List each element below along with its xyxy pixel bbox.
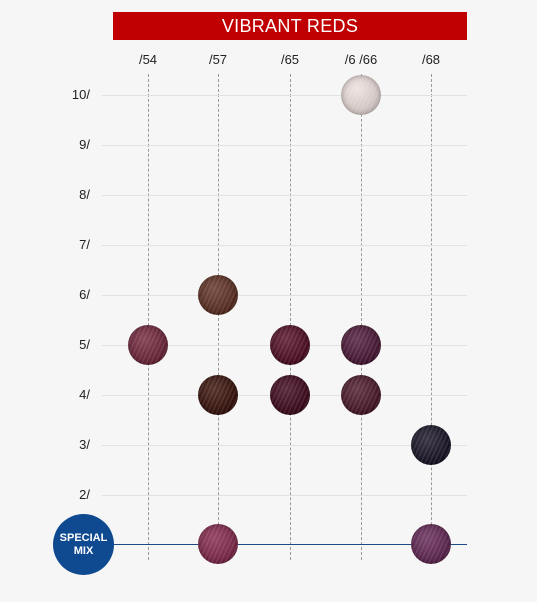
swatch-65-4 (270, 375, 310, 415)
column-label-54: /54 (138, 52, 158, 67)
row-gridline (102, 295, 467, 296)
column-gridline (431, 74, 432, 560)
swatch-68-special-mix (411, 524, 451, 564)
row-gridline (102, 145, 467, 146)
swatch-57-special-mix (198, 524, 238, 564)
row-label-3: 3/ (79, 437, 90, 452)
row-gridline (102, 495, 467, 496)
column-label-6-66: /6 /66 (344, 52, 378, 67)
row-label-9: 9/ (79, 137, 90, 152)
column-label-65: /65 (280, 52, 300, 67)
swatch-6-66-10 (341, 75, 381, 115)
column-gridline (361, 74, 362, 560)
row-label-7: 7/ (79, 237, 90, 252)
chart-title: VIBRANT REDS (113, 12, 467, 40)
swatch-68-3 (411, 425, 451, 465)
swatch-65-5 (270, 325, 310, 365)
special-mix-line1: SPECIAL (59, 531, 108, 544)
row-label-10: 10/ (71, 87, 90, 102)
row-gridline (102, 195, 467, 196)
column-gridline (290, 74, 291, 560)
swatch-57-4 (198, 375, 238, 415)
special-mix-line (100, 544, 467, 545)
swatch-57-6 (198, 275, 238, 315)
row-label-6: 6/ (79, 287, 90, 302)
row-gridline (102, 245, 467, 246)
swatch-6-66-4 (341, 375, 381, 415)
swatch-6-66-5 (341, 325, 381, 365)
special-mix-line2: MIX (73, 544, 94, 557)
row-label-2: 2/ (79, 487, 90, 502)
special-mix-badge: SPECIAL MIX (53, 514, 114, 575)
column-label-68: /68 (421, 52, 441, 67)
column-label-57: /57 (208, 52, 228, 67)
column-gridline (218, 74, 219, 560)
row-label-8: 8/ (79, 187, 90, 202)
row-label-5: 5/ (79, 337, 90, 352)
column-gridline (148, 74, 149, 560)
row-label-4: 4/ (79, 387, 90, 402)
row-gridline (102, 445, 467, 446)
swatch-54-5 (128, 325, 168, 365)
row-gridline (102, 95, 467, 96)
